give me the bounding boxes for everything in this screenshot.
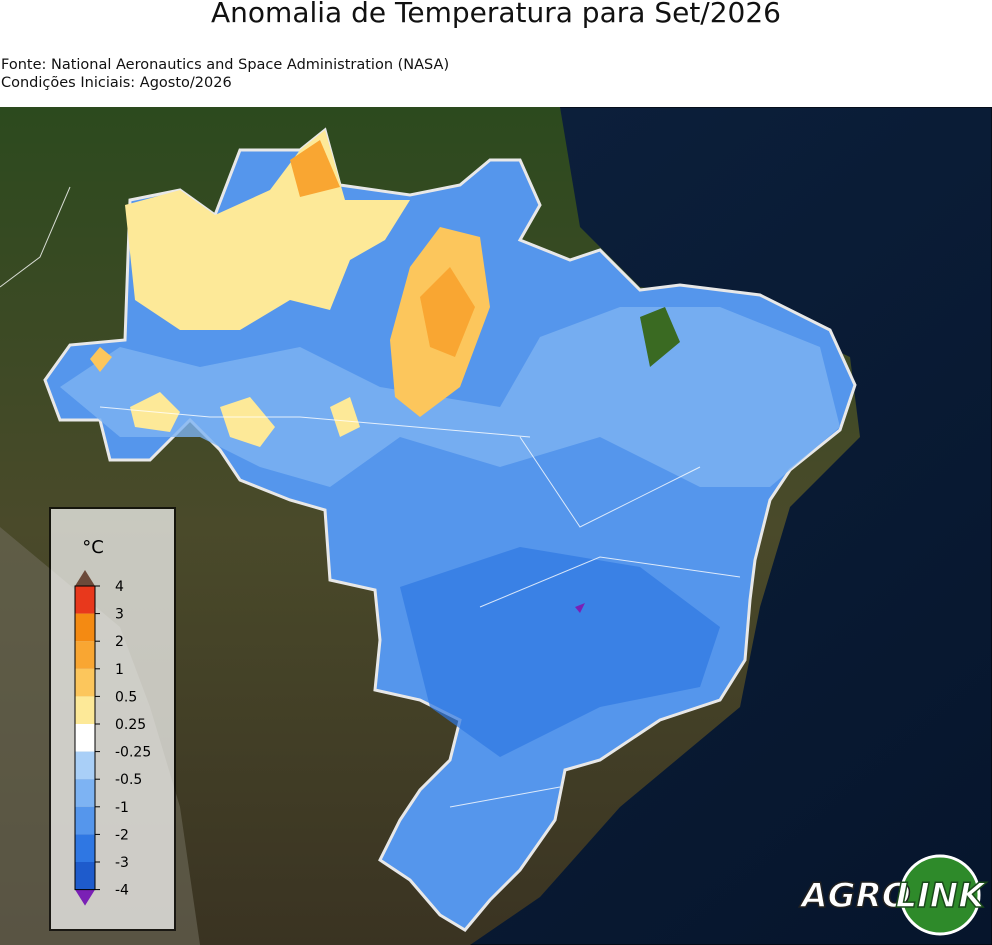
anomaly-area xyxy=(575,603,585,613)
colorbar: 4 3 2 1 0.5 0.25 -0.25 -0.5 -1 -2 -3 -4 xyxy=(74,570,151,906)
anomaly-area xyxy=(125,130,410,330)
colorbar-segment xyxy=(75,806,95,835)
colorbar-tick-label: -0.5 xyxy=(115,772,142,788)
colorbar-segment xyxy=(75,586,95,614)
colorbar-tick-label: -4 xyxy=(115,883,129,899)
logo-text: LINK xyxy=(895,876,987,916)
colorbar-segment xyxy=(75,779,95,807)
colorbar-segment xyxy=(75,641,95,669)
colorbar-tick-label: 0.25 xyxy=(115,717,146,733)
anomaly-area xyxy=(130,392,360,447)
colorbar-segment xyxy=(75,668,95,697)
colorbar-extend-over xyxy=(75,570,95,586)
colorbar-tick-label: 1 xyxy=(115,662,124,678)
anomaly-area xyxy=(90,347,112,372)
colorbar-segment xyxy=(75,834,95,862)
colorbar-segment xyxy=(75,613,95,642)
colorbar-outline xyxy=(74,585,96,891)
initial-conditions: Condições Iniciais: Agosto/2026 xyxy=(1,75,232,91)
colorbar-segment xyxy=(75,862,95,890)
legend-unit: °C xyxy=(82,537,104,558)
colorbar-tick-label: -3 xyxy=(115,855,129,871)
anomaly-area xyxy=(400,547,720,757)
source: Fonte: National Aeronautics and Space Ad… xyxy=(1,57,450,73)
anomaly-area xyxy=(290,140,340,197)
colorbar-segment xyxy=(75,696,95,724)
colorbar-box: °C xyxy=(49,507,176,931)
map-title: Anomalia de Temperatura para Set/2026 xyxy=(211,0,781,29)
colorbar-tick-label: -0.25 xyxy=(115,745,151,761)
logo: AGRO LINK xyxy=(798,854,988,936)
colorbar-tick-label: -2 xyxy=(115,827,129,843)
colorbar-tick-label: 0.5 xyxy=(115,689,137,705)
colorbar-tick-label: 2 xyxy=(115,634,124,650)
logo-circle xyxy=(899,854,981,936)
logo-text: AGRO xyxy=(798,876,910,916)
colorbar-segment xyxy=(75,751,95,780)
legend-box xyxy=(49,507,176,931)
map: °C 4 3 2 1 0.5 0.25 -0.25 -0.5 -1 -2 -3 -4 AGRO LIN… xyxy=(0,107,992,945)
land-gap xyxy=(640,307,680,367)
colorbar-segment xyxy=(75,724,95,752)
colorbar-tick-label: -1 xyxy=(115,800,129,816)
border xyxy=(0,186,741,808)
colorbar-tick-label: 3 xyxy=(115,607,124,623)
colorbar-tick-label: 4 xyxy=(115,579,124,595)
anomaly-area xyxy=(420,267,475,357)
colorbar-extend-under xyxy=(75,889,95,906)
